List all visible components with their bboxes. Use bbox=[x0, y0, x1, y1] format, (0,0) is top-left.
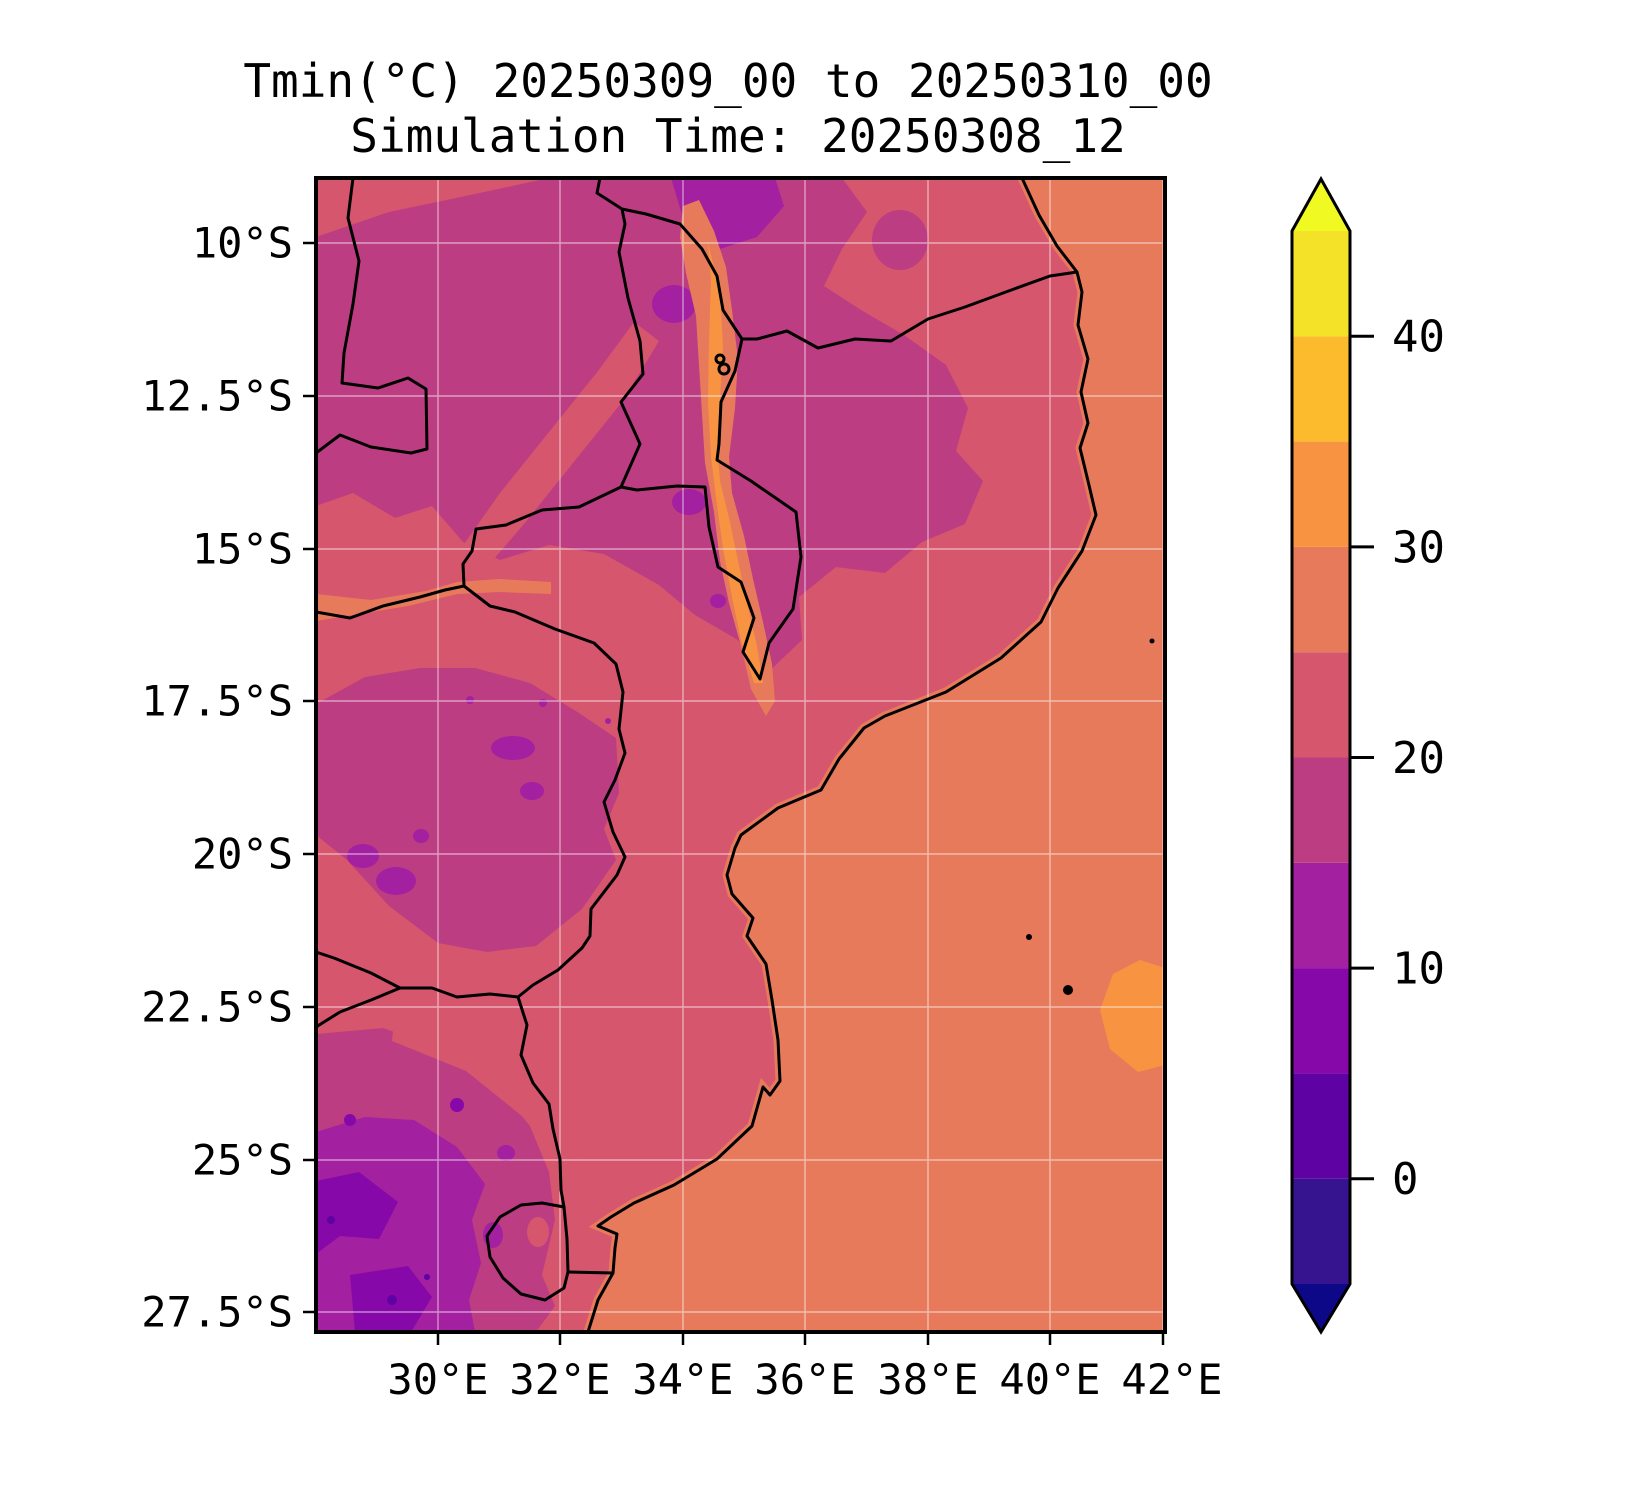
temp-region-south-coast-warm bbox=[588, 1203, 652, 1332]
temp-region-highlands-angonia bbox=[672, 489, 706, 515]
x-tick-label: 30°E bbox=[387, 1355, 488, 1404]
x-tick-label: 38°E bbox=[877, 1355, 978, 1404]
temp-region-limpopo-valley bbox=[392, 1001, 613, 1166]
temp-region-highlands-dot-1 bbox=[466, 696, 474, 704]
map-area bbox=[316, 178, 1165, 1332]
colorbar-tick-label: 10 bbox=[1392, 944, 1445, 995]
island-dot-3 bbox=[1149, 638, 1155, 644]
colorbar-band-5 bbox=[1292, 652, 1350, 758]
colorbar-tick-label: 40 bbox=[1392, 312, 1445, 363]
colorbar-band-8 bbox=[1292, 336, 1350, 442]
y-tick-label: 15°S bbox=[192, 525, 293, 574]
map-frame bbox=[314, 176, 1167, 1334]
colorbar-labels: 40 30 20 10 0 bbox=[1392, 312, 1445, 1205]
plot-title-line1: Tmin(°C) 20250309_00 to 20250310_00 bbox=[243, 54, 1212, 108]
temp-region-highlands-west-lake bbox=[652, 285, 696, 323]
temp-region-plateau-tanzania-patch bbox=[872, 210, 928, 270]
y-tick-label: 25°S bbox=[192, 1136, 293, 1185]
colorbar-band-0 bbox=[1292, 1178, 1350, 1284]
y-tick-label: 10°S bbox=[192, 219, 293, 268]
temp-region-mountains-dot-1 bbox=[450, 1098, 464, 1112]
border-zambia-zimbabwe bbox=[316, 584, 466, 620]
x-tick-label: 42°E bbox=[1121, 1355, 1222, 1404]
country-borders bbox=[316, 178, 1098, 1332]
colorbar-band-4 bbox=[1292, 757, 1350, 863]
temp-region-luangwa-valley bbox=[457, 322, 659, 567]
border-zimbabwe-mozambique bbox=[462, 584, 627, 999]
temp-region-highlands-small bbox=[710, 594, 726, 608]
colorbar-ticks bbox=[1350, 334, 1374, 1181]
temp-region-highlands-zim-3 bbox=[347, 844, 379, 868]
temp-region-eswatini-valley bbox=[527, 1217, 549, 1247]
colorbar-band-6 bbox=[1292, 546, 1350, 653]
border-botswana-zimbabwe bbox=[316, 950, 402, 990]
temp-region-mountains-1 bbox=[316, 1172, 398, 1254]
colorbar-over-arrow bbox=[1292, 179, 1350, 231]
temp-region-plateau-north bbox=[316, 178, 983, 677]
temp-region-lake-malawi-core bbox=[708, 243, 763, 683]
x-tick-label: 40°E bbox=[999, 1355, 1100, 1404]
colorbar-band-9 bbox=[1292, 231, 1350, 337]
y-tick-label: 22.5°S bbox=[141, 983, 293, 1032]
temp-region-highlands-zim-4 bbox=[376, 867, 416, 895]
border-drc-zambia bbox=[316, 178, 429, 455]
temp-region-highlands-zim-1 bbox=[491, 736, 535, 760]
colorbar-tick-label: 20 bbox=[1392, 733, 1445, 784]
temp-region-lake-malawi-strip bbox=[680, 200, 775, 716]
border-malawi bbox=[595, 178, 803, 681]
colorbar-band-7 bbox=[1292, 441, 1350, 547]
y-tick-label: 20°S bbox=[192, 830, 293, 879]
temp-region-cold-dot-1 bbox=[387, 1295, 397, 1305]
temp-region-highlands-dot-2 bbox=[539, 699, 547, 707]
temp-region-highveld-spot-2 bbox=[497, 1145, 515, 1161]
colorbar-band-2 bbox=[1292, 968, 1350, 1074]
border-zambia-mozambique bbox=[461, 485, 623, 588]
temp-region-cold-dot-3 bbox=[424, 1274, 430, 1280]
x-axis-labels: 30°E 32°E 34°E 36°E 38°E 40°E 42°E bbox=[387, 1355, 1222, 1404]
colorbar-under-arrow bbox=[1292, 1284, 1350, 1332]
y-tick-label: 17.5°S bbox=[141, 677, 293, 726]
island-dot-2 bbox=[1063, 985, 1073, 995]
border-tanzania-mozambique bbox=[740, 270, 1079, 350]
y-axis-labels: 10°S 12.5°S 15°S 17.5°S 20°S 22.5°S 25°S… bbox=[141, 219, 293, 1337]
border-mozambique-southafrica-south bbox=[566, 1270, 615, 1275]
temp-region-ocean-hot-patch bbox=[1100, 960, 1165, 1072]
border-southafrica-zimbabwe bbox=[398, 986, 520, 999]
island-dot-1 bbox=[1026, 934, 1032, 940]
x-tick-label: 34°E bbox=[632, 1355, 733, 1404]
chizumulu-island bbox=[717, 362, 731, 376]
temp-region-highlands-dot-3 bbox=[605, 718, 611, 724]
colorbar-tick-label: 0 bbox=[1392, 1154, 1419, 1205]
coastline bbox=[586, 178, 1098, 1332]
x-tick-label: 32°E bbox=[509, 1355, 610, 1404]
temp-region-highlands-zim-2 bbox=[520, 782, 544, 800]
temp-region-highlands-zim-5 bbox=[413, 829, 429, 843]
border-southafrica-botswana bbox=[316, 986, 402, 1029]
likoma-island bbox=[714, 353, 726, 365]
temp-region-mountains-dot-2 bbox=[344, 1114, 356, 1126]
x-tick-label: 36°E bbox=[754, 1355, 855, 1404]
plot-title-line2: Simulation Time: 20250308_12 bbox=[350, 109, 1125, 163]
colorbar-tick-label: 30 bbox=[1392, 522, 1445, 573]
colorbar: 40 30 20 10 0 bbox=[1290, 175, 1445, 1335]
colorbar-band-3 bbox=[1292, 862, 1350, 969]
gridlines bbox=[316, 178, 1165, 1332]
y-tick-label: 27.5°S bbox=[141, 1288, 293, 1337]
colorbar-outline bbox=[1290, 175, 1352, 1335]
y-tick-label: 12.5°S bbox=[141, 372, 293, 421]
temp-region-cold-dot-2 bbox=[327, 1216, 335, 1224]
colorbar-band-1 bbox=[1292, 1073, 1350, 1179]
axis-ticks bbox=[303, 241, 1165, 1345]
ocean-islands bbox=[1026, 638, 1155, 995]
border-southafrica-mozambique bbox=[516, 995, 566, 1209]
